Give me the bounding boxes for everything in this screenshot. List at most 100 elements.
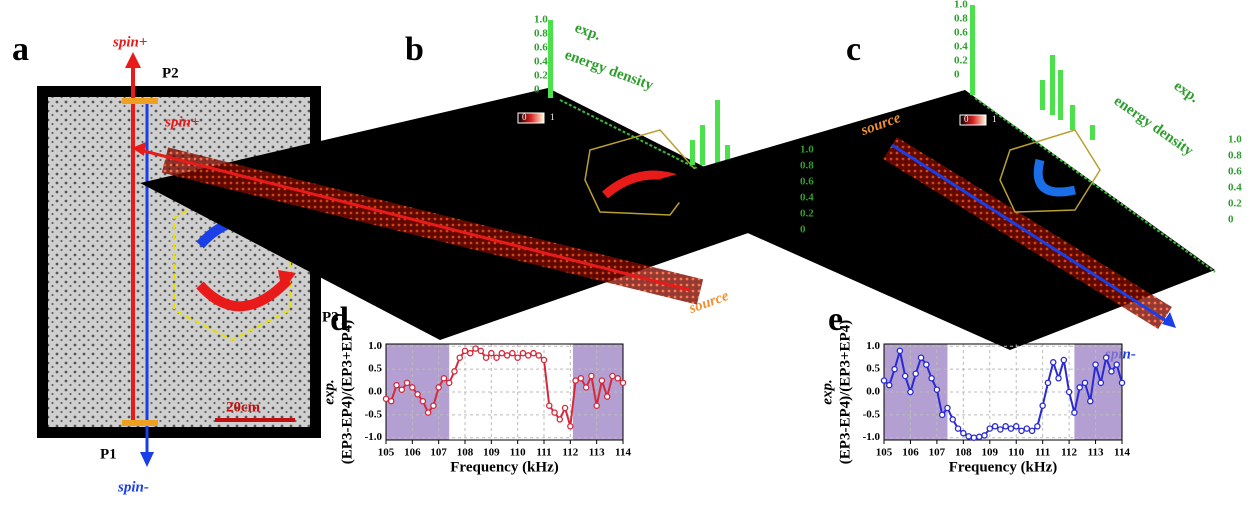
colorbar-label: 1 (550, 112, 555, 122)
x-tick-label: 107 (430, 447, 447, 459)
data-point (944, 404, 951, 412)
panel-b: b source spin+ exp. energy density (132, 20, 800, 340)
data-point (393, 381, 400, 389)
data-point (970, 434, 978, 441)
data-point (1028, 427, 1036, 435)
data-point (1007, 425, 1015, 432)
arrowhead (125, 52, 141, 68)
z-tick-label: 0.4 (800, 192, 814, 204)
colorbar-label: 0 (964, 114, 969, 124)
y-axis-label: exp. (321, 379, 337, 404)
colorbar-label: 0 (522, 112, 527, 122)
data-point (414, 391, 421, 398)
spin-label: spin+ (164, 114, 199, 130)
x-tick-label: 106 (902, 447, 919, 459)
x-tick-label: 112 (562, 447, 578, 459)
plate (48, 97, 310, 427)
x-tick-label: 111 (1035, 447, 1050, 459)
data-point (609, 372, 616, 380)
data-point (477, 347, 485, 355)
data-point (1097, 379, 1105, 387)
data-point (577, 375, 585, 382)
spin-arrow (891, 143, 1169, 324)
z-tick-label: 0.8 (954, 13, 968, 25)
x-tick-label: 110 (1008, 447, 1024, 459)
data-point (482, 354, 490, 361)
data-point (1092, 361, 1099, 368)
data-point (561, 404, 569, 412)
data-point (567, 423, 574, 430)
z-tick-label: 1.0 (1228, 134, 1242, 146)
data-point (556, 416, 564, 423)
data-point (1049, 359, 1057, 366)
y-axis-label: (EP3-EP4)/(EP3+EP4) (339, 320, 355, 464)
data-point (1102, 354, 1110, 361)
y-tick-label: 0.5 (866, 363, 880, 375)
y-tick-label: 1.0 (368, 340, 382, 352)
colorbar-label: 1 (992, 114, 997, 124)
data-point (1087, 397, 1094, 405)
data-point (912, 370, 919, 377)
data-point (901, 372, 909, 380)
z-tick-label: 0.2 (954, 55, 968, 67)
data-point (917, 354, 925, 361)
x-tick-label: 108 (457, 447, 474, 459)
chart: 1.0 0.5 0.0 -0.5 -1.0 105 106 107 108 109 110 111 11… (819, 301, 1130, 476)
data-point (991, 423, 999, 430)
data-point (509, 349, 516, 357)
x-axis-label: Frequency (kHz) (450, 459, 558, 475)
plot-frame (883, 343, 1123, 441)
data-point (424, 409, 432, 416)
data-point (923, 361, 930, 368)
data-point (1108, 368, 1115, 375)
port-label: P2 (162, 65, 179, 81)
data-point (886, 381, 893, 389)
z-tick-label: 0.2 (800, 208, 814, 220)
data-point (467, 349, 474, 357)
data-point (593, 402, 600, 409)
data-point (938, 411, 946, 419)
field-plane (640, 90, 1215, 350)
x-tick-label: 105 (876, 447, 893, 459)
data-point (588, 372, 595, 380)
colorbar (517, 112, 545, 124)
y-axis-label: (EP3-EP4)/(EP3+EP4) (837, 320, 853, 464)
z-tick-label: 1.0 (534, 14, 548, 26)
data-point (503, 352, 511, 359)
y-tick-label: -0.5 (863, 408, 881, 420)
z-tick-label: 0 (954, 69, 960, 81)
panel-a: a 20cm spin+ spin- P2 P1 P4 P3 (12, 31, 339, 496)
x-tick-label: 108 (955, 447, 972, 459)
data-point (614, 375, 621, 382)
z-tick-label: 0.6 (534, 42, 548, 54)
colorbar (959, 114, 987, 126)
data-point (1071, 409, 1078, 416)
port-label: P3 (322, 309, 339, 325)
data-point (1018, 427, 1025, 435)
x-tick-label: 109 (982, 447, 999, 459)
z-tick-label: 0.6 (954, 27, 968, 39)
y-tick-label: 1.0 (866, 340, 880, 352)
annotation: energy density (1111, 93, 1197, 160)
data-point (997, 426, 1004, 433)
x-tick-label: 105 (378, 447, 395, 459)
annotation: energy density (562, 47, 655, 94)
z-tick-label: 0.6 (800, 176, 814, 188)
data-point (1076, 384, 1083, 391)
hexagon (173, 183, 291, 342)
data-point (986, 425, 994, 432)
data-point (1034, 423, 1041, 430)
z-tick-label: 0 (534, 84, 540, 96)
data-point (1113, 361, 1120, 368)
x-tick-label: 109 (483, 447, 500, 459)
x-tick-label: 106 (404, 447, 421, 459)
port (122, 98, 158, 104)
y-tick-label: -1.0 (863, 431, 881, 443)
z-tick-label: 0.6 (1228, 166, 1242, 178)
data-point (451, 368, 458, 375)
x-tick-label: 113 (1088, 447, 1104, 459)
panel-letter: c (846, 31, 861, 68)
arrow-blue (1033, 158, 1076, 197)
annotation: exp. (1171, 78, 1202, 106)
